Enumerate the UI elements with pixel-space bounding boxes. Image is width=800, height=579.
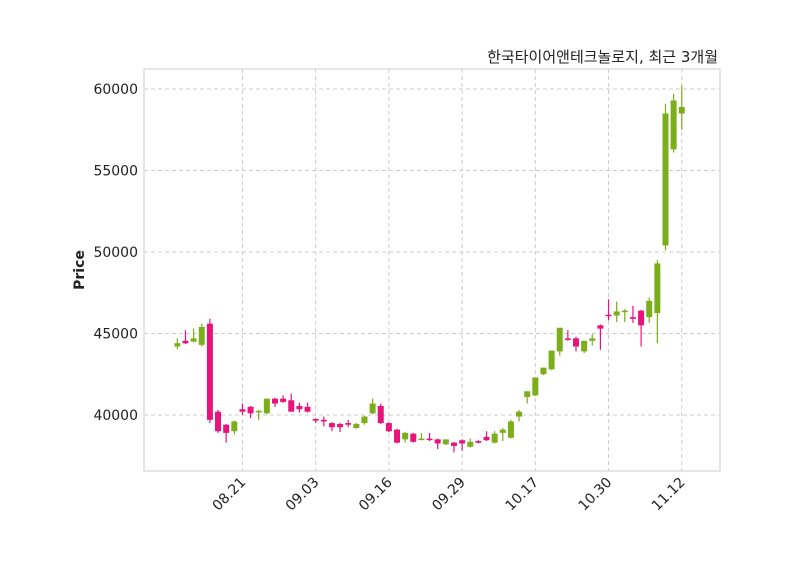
candle-body [223, 424, 230, 433]
candle-body [410, 433, 417, 442]
candle-body [564, 338, 571, 340]
x-tick-label: 08.21 [210, 475, 250, 515]
candle-body [499, 429, 506, 433]
candle-body [434, 439, 441, 444]
candle-body [190, 338, 197, 342]
candle-body [263, 398, 270, 414]
candle-body [532, 377, 539, 396]
y-tick-label: 55000 [93, 164, 138, 180]
x-tick-label: 09.16 [356, 474, 396, 514]
candle-body [613, 311, 620, 316]
candle-body [418, 438, 425, 441]
candle-body [638, 310, 645, 326]
candle-body [271, 398, 278, 404]
candle-body [678, 106, 685, 114]
candle-body [206, 323, 213, 420]
candle-body [215, 411, 222, 432]
x-tick-label: 09.29 [429, 475, 469, 515]
candle-body [304, 406, 311, 412]
candle-body [345, 423, 352, 425]
candle-body [239, 409, 246, 412]
candles [174, 85, 685, 453]
candle-body [581, 340, 588, 352]
y-tick-label: 60000 [93, 82, 138, 98]
candle-body [605, 314, 612, 317]
candle-body [491, 433, 498, 443]
candle-body [646, 300, 653, 318]
candle-body [231, 421, 238, 432]
candle-body [385, 423, 392, 432]
candle-body [540, 367, 547, 375]
candle-body [247, 406, 254, 414]
grid [144, 69, 720, 471]
candle-body [450, 442, 457, 446]
candle-body [337, 423, 344, 428]
candle-body [312, 419, 319, 421]
candle-body [459, 440, 466, 444]
x-tick-label: 11.12 [649, 475, 689, 515]
x-tick-label: 10.30 [576, 475, 616, 515]
candle-body [524, 391, 531, 398]
y-tick-label: 40000 [93, 408, 138, 424]
candle-body [255, 410, 262, 413]
candle-body [507, 421, 514, 438]
candle-body [654, 263, 661, 314]
chart-title: 한국타이어앤테크놀로지, 최근 3개월 [487, 48, 718, 66]
y-tick-label: 45000 [93, 326, 138, 342]
candle-body [361, 416, 368, 424]
candle-body [621, 310, 628, 313]
candle-body [296, 405, 303, 410]
candle-body [516, 411, 523, 417]
x-tick-label: 10.17 [502, 475, 542, 515]
candle-body [280, 398, 287, 402]
candle-body [182, 340, 189, 344]
candle-body [573, 338, 579, 347]
candle-body [394, 429, 401, 443]
x-ticks: 08.21 09.03 09.16 09.29 10.17 10.30 11.12 [210, 474, 689, 514]
candle-body [548, 350, 555, 370]
candle-body [328, 423, 335, 428]
candle-body [629, 317, 636, 319]
candle-body [402, 432, 409, 440]
candle-body [670, 100, 677, 150]
candle-body [198, 326, 205, 345]
candle-body [475, 441, 482, 443]
candle-body [320, 419, 327, 422]
candle-body [369, 403, 376, 414]
y-axis-label: Price [72, 250, 88, 290]
candle-body [377, 405, 384, 424]
x-tick-label: 09.03 [283, 475, 323, 515]
candle-body [174, 343, 181, 347]
candle-body [589, 338, 596, 341]
candle-body [483, 436, 490, 441]
candle-body [556, 327, 563, 352]
candle-body [288, 400, 295, 412]
candle-body [467, 441, 474, 447]
candle-body [353, 423, 360, 428]
plot-frame [143, 68, 721, 472]
candle-body [662, 113, 669, 246]
y-ticks: 40000 45000 50000 55000 60000 [93, 82, 138, 424]
y-tick-label: 50000 [93, 245, 138, 261]
candle-body [442, 439, 449, 445]
candle-body [597, 325, 604, 329]
candle-body [426, 438, 433, 441]
